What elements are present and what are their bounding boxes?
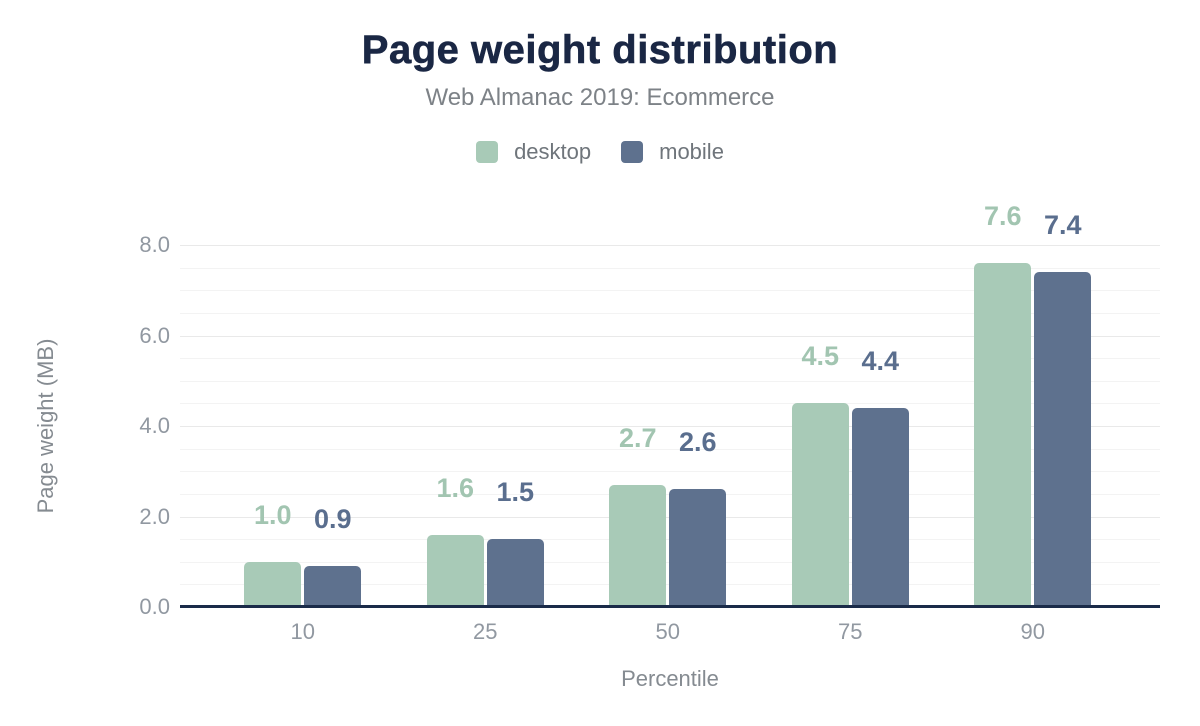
mobile-series-swatch-icon xyxy=(621,141,644,163)
bar-value-desktop-p10: 1.0 xyxy=(254,499,292,530)
bar-value-desktop-p75: 4.5 xyxy=(801,341,840,372)
legend-item-desktop[interactable]: desktop xyxy=(476,139,591,165)
x-tick-label: 10 xyxy=(290,619,316,644)
gridline xyxy=(180,380,1160,382)
gridline xyxy=(180,426,1160,427)
chart-title: Page weight distribution xyxy=(361,28,839,73)
gridline xyxy=(180,403,1160,405)
gridline xyxy=(180,312,1160,314)
bar-value-mobile-p25: 1.5 xyxy=(496,477,535,508)
x-tick-label: 50 xyxy=(655,619,681,644)
bar-desktop-p10[interactable] xyxy=(244,561,302,606)
bar-mobile-p90[interactable] xyxy=(1034,272,1092,605)
bar-value-desktop-p90: 7.6 xyxy=(984,201,1022,232)
x-axis-line xyxy=(180,605,1160,608)
gridline xyxy=(180,471,1160,473)
x-axis-title: Percentile xyxy=(621,666,719,691)
chart-subtitle: Web Almanac 2019: Ecommerce xyxy=(425,84,775,111)
bar-value-mobile-p10: 0.9 xyxy=(314,504,352,535)
bar-value-mobile-p50: 2.6 xyxy=(679,427,717,458)
desktop-series-swatch-icon xyxy=(476,141,499,163)
x-tick-label: 75 xyxy=(838,619,863,644)
x-tick-label: 25 xyxy=(473,619,498,644)
gridline xyxy=(180,448,1160,450)
gridline xyxy=(180,290,1160,292)
bar-value-mobile-p90: 7.4 xyxy=(1044,210,1082,241)
legend: desktop mobile xyxy=(0,139,1200,165)
y-tick-label: 6.0 xyxy=(139,322,170,348)
x-tick-label: 90 xyxy=(1020,619,1046,644)
bar-value-desktop-p25: 1.6 xyxy=(436,472,475,503)
gridline xyxy=(180,267,1160,269)
bar-desktop-p75[interactable] xyxy=(791,403,849,605)
bar-desktop-p50[interactable] xyxy=(609,484,667,605)
bar-mobile-p75[interactable] xyxy=(851,407,909,605)
bar-mobile-p25[interactable] xyxy=(486,539,544,605)
gridline xyxy=(180,335,1160,337)
y-tick-label: 8.0 xyxy=(139,232,170,257)
gridline xyxy=(180,245,1160,246)
y-tick-label: 0.0 xyxy=(139,594,170,619)
legend-label-mobile: mobile xyxy=(659,139,724,164)
y-axis-title: Page weight (MB) xyxy=(33,338,58,514)
legend-label-desktop: desktop xyxy=(514,139,592,164)
bar-value-desktop-p50: 2.7 xyxy=(619,422,657,453)
gridline xyxy=(180,358,1160,360)
y-tick-label: 2.0 xyxy=(139,503,170,529)
y-tick-label: 4.0 xyxy=(139,413,170,438)
bar-desktop-p90[interactable] xyxy=(974,263,1032,605)
bar-mobile-p10[interactable] xyxy=(304,566,362,605)
bar-desktop-p25[interactable] xyxy=(426,534,484,605)
bar-mobile-p50[interactable] xyxy=(669,489,727,606)
legend-item-mobile[interactable]: mobile xyxy=(621,139,724,165)
bar-value-mobile-p75: 4.4 xyxy=(861,345,900,376)
